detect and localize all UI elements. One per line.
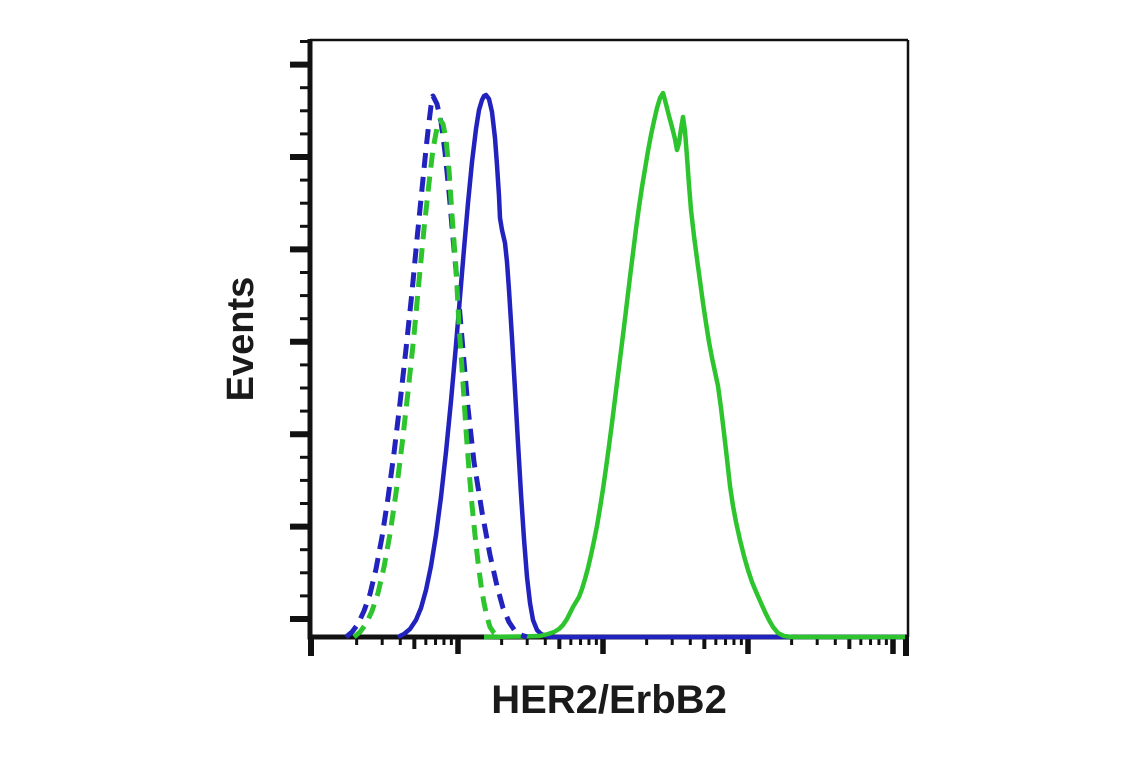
x-axis-label: HER2/ErbB2 — [491, 678, 727, 722]
curve-green-solid — [483, 90, 905, 640]
y-axis-label: Events — [220, 277, 262, 402]
curve-blue-solid — [396, 92, 905, 640]
histogram-curves — [344, 90, 905, 640]
curve-green-dashed — [352, 117, 504, 640]
curve-blue-dashed — [344, 93, 528, 640]
plot-frame — [307, 38, 910, 640]
